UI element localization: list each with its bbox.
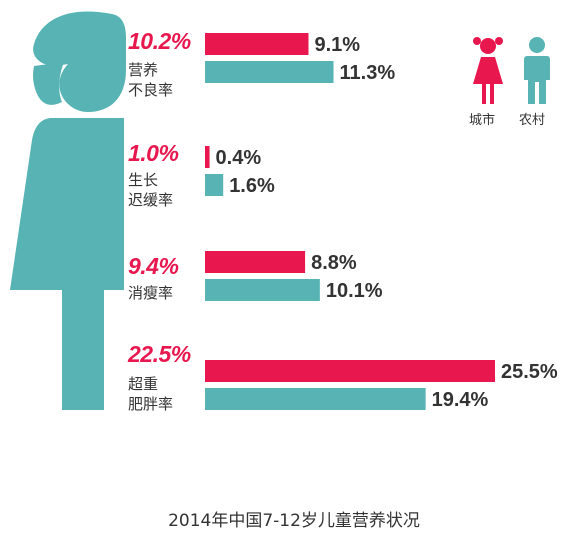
- bar-urban-wasting: [205, 251, 306, 273]
- bar-rural-malnutrition: [205, 61, 334, 83]
- overall-value-malnutrition: 10.2%: [128, 28, 191, 54]
- bar-rural-stunting: [205, 174, 224, 196]
- legend-label-urban: 城市: [469, 113, 496, 128]
- value-label-urban-overweight: 25.5%: [501, 361, 558, 383]
- category-label-wasting: 消瘦率: [128, 284, 174, 302]
- value-label-urban-malnutrition: 9.1%: [314, 34, 360, 56]
- value-label-urban-stunting: 0.4%: [216, 147, 262, 169]
- bar-urban-stunting: [205, 146, 210, 168]
- category-label-malnutrition: 营养 不良率: [128, 61, 174, 99]
- value-label-urban-wasting: 8.8%: [311, 252, 357, 274]
- girl-icon: [473, 37, 503, 104]
- legend-label-rural: 农村: [519, 113, 546, 128]
- value-label-rural-overweight: 19.4%: [432, 389, 489, 411]
- chart-title: 2014年中国7-12岁儿童营养状况: [168, 511, 420, 531]
- girl-silhouette-icon: [10, 11, 126, 410]
- overall-value-overweight: 22.5%: [128, 341, 191, 367]
- overall-value-wasting: 9.4%: [128, 253, 179, 279]
- bar-urban-malnutrition: [205, 33, 309, 55]
- category-label-overweight: 超重 肥胖率: [128, 375, 174, 413]
- value-label-rural-malnutrition: 11.3%: [340, 62, 396, 84]
- value-label-rural-stunting: 1.6%: [229, 175, 275, 197]
- overall-value-stunting: 1.0%: [128, 140, 179, 166]
- bar-urban-overweight: [205, 360, 495, 382]
- category-label-stunting: 生长 迟缓率: [128, 171, 174, 209]
- value-label-rural-wasting: 10.1%: [326, 280, 383, 302]
- bar-rural-wasting: [205, 279, 320, 301]
- boy-icon: [524, 37, 550, 104]
- bar-rural-overweight: [205, 388, 426, 410]
